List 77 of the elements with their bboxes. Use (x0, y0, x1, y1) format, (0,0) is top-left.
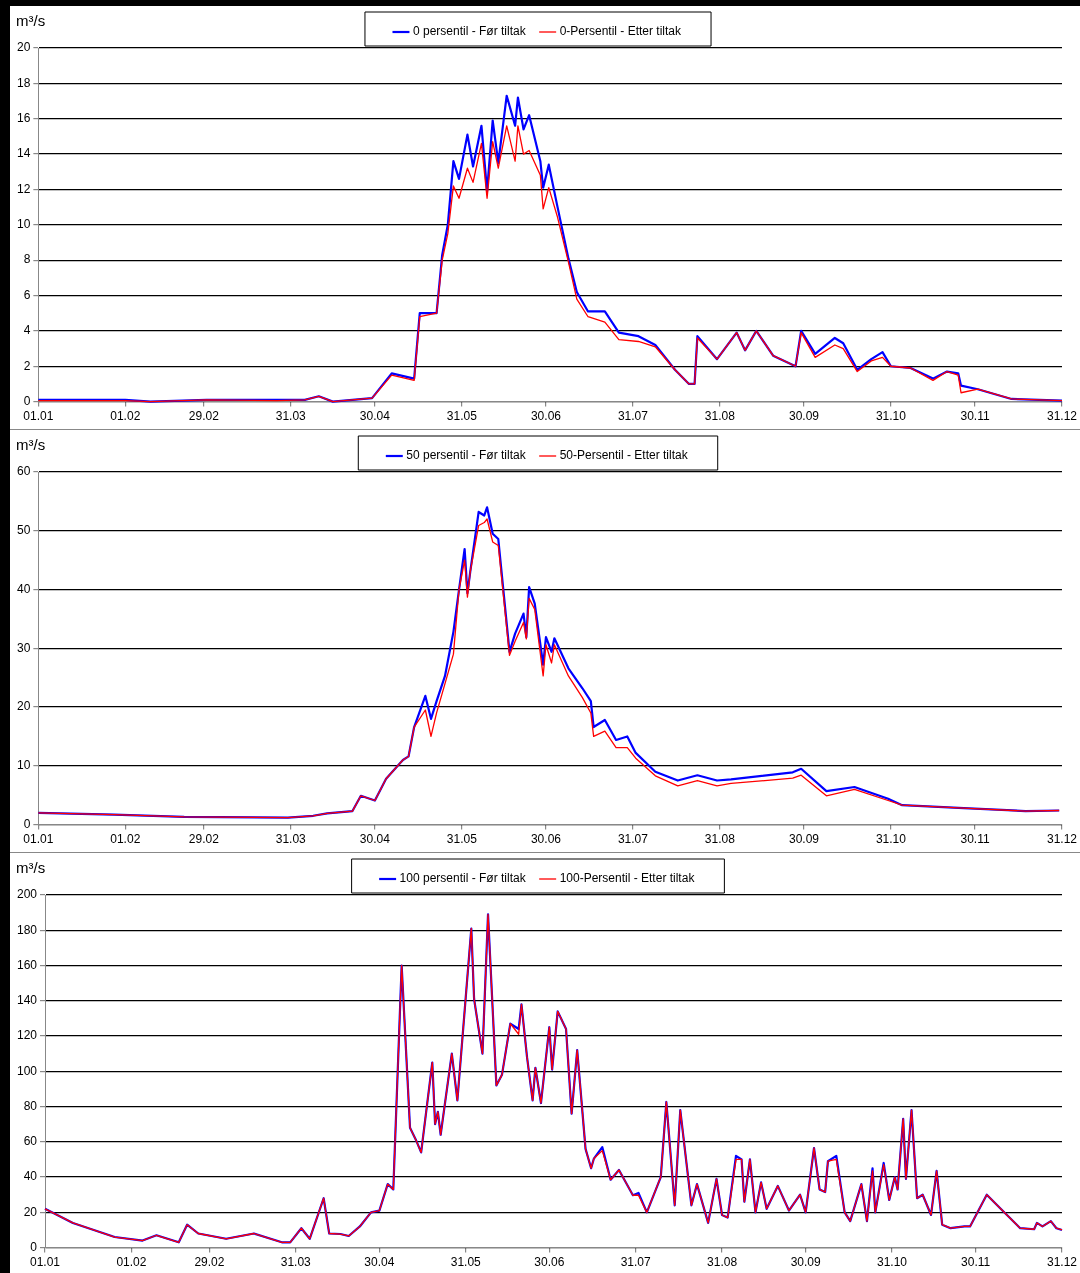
y-tick-label: 200 (16, 887, 38, 902)
y-tick-label: 18 (16, 75, 31, 90)
x-tick-label: 30.11 (960, 832, 990, 847)
x-tick-label: 29.02 (194, 1255, 225, 1270)
x-tick-label: 31.10 (875, 409, 907, 424)
y-tick-label: 14 (16, 146, 31, 161)
x-tick-label: 31.03 (275, 409, 307, 424)
legend-label: 0-Persentil - Etter tiltak (559, 24, 683, 39)
x-tick-label: 31.12 (1046, 409, 1078, 424)
y-tick-label: 20 (23, 1204, 38, 1219)
y-tick-label: 140 (16, 993, 38, 1008)
y-tick-label: 160 (16, 957, 38, 972)
y-tick-label: 12 (16, 181, 31, 196)
y-tick-label: 80 (23, 1098, 38, 1113)
y-tick-label: 0 (30, 1239, 38, 1254)
x-tick-label: 31.07 (617, 409, 649, 424)
legend-label: 0 persentil - Før tiltak (412, 24, 527, 39)
y-axis-title: m³/s (16, 858, 46, 876)
y-axis-title: m³/s (16, 435, 46, 453)
x-tick-label: 31.07 (620, 1255, 652, 1270)
legend-label: 100-Persentil - Etter tiltak (559, 871, 696, 886)
x-tick-label: 30.09 (790, 1255, 821, 1270)
legend-label: 50-Persentil - Etter tiltak (559, 448, 689, 463)
x-tick-label: 30.06 (530, 409, 562, 424)
x-tick-label: 31.12 (1046, 832, 1078, 847)
y-tick-label: 40 (16, 581, 31, 596)
x-tick-label: 30.09 (788, 409, 820, 424)
x-tick-label: 30.04 (359, 832, 391, 847)
legend-label: 50 persentil - Før tiltak (406, 448, 527, 463)
x-tick-label: 30.06 (530, 832, 562, 847)
x-tick-label: 31.03 (275, 832, 307, 847)
x-tick-label: 31.05 (446, 832, 478, 847)
x-tick-label: 01.01 (30, 1255, 61, 1270)
y-tick-label: 2 (23, 358, 31, 373)
y-tick-label: 6 (23, 287, 31, 302)
x-tick-label: 31.05 (446, 409, 478, 424)
y-tick-label: 60 (16, 464, 31, 479)
x-tick-label: 31.12 (1046, 1255, 1078, 1270)
y-tick-label: 8 (23, 252, 31, 267)
y-tick-label: 0 (23, 816, 31, 831)
y-tick-label: 60 (23, 1134, 38, 1149)
y-tick-label: 20 (16, 699, 31, 714)
x-tick-label: 31.08 (707, 1255, 738, 1270)
x-tick-label: 30.04 (364, 1255, 395, 1270)
x-tick-label: 31.08 (704, 832, 736, 847)
y-tick-label: 4 (23, 323, 31, 338)
y-tick-label: 40 (23, 1169, 38, 1184)
x-tick-label: 31.05 (450, 1255, 482, 1270)
y-tick-label: 50 (16, 523, 31, 538)
x-tick-label: 30.09 (788, 832, 820, 847)
x-tick-label: 31.10 (875, 832, 907, 847)
x-tick-label: 01.02 (110, 409, 141, 424)
x-tick-label: 31.03 (280, 1255, 312, 1270)
y-tick-label: 0 (23, 393, 31, 408)
x-tick-label: 31.07 (617, 832, 649, 847)
y-tick-label: 20 (16, 40, 31, 55)
y-tick-label: 30 (16, 640, 31, 655)
y-tick-label: 10 (16, 758, 31, 773)
x-tick-label: 31.08 (704, 409, 736, 424)
x-tick-label: 01.01 (23, 409, 54, 424)
x-tick-label: 01.02 (110, 832, 141, 847)
x-tick-label: 29.02 (188, 409, 220, 424)
x-tick-label: 30.06 (534, 1255, 565, 1270)
x-tick-label: 30.11 (960, 409, 990, 424)
y-tick-label: 10 (16, 217, 31, 232)
y-tick-label: 180 (16, 922, 38, 937)
y-tick-label: 100 (16, 1063, 38, 1078)
x-tick-label: 31.10 (877, 1255, 908, 1270)
y-tick-label: 120 (16, 1028, 38, 1043)
y-tick-label: 16 (16, 111, 31, 126)
legend-label: 100 persentil - Før tiltak (399, 871, 527, 886)
y-axis-title: m³/s (16, 11, 46, 29)
x-tick-label: 01.01 (23, 832, 54, 847)
x-tick-label: 30.11 (961, 1255, 991, 1270)
x-tick-label: 29.02 (188, 832, 220, 847)
x-tick-label: 01.02 (116, 1255, 147, 1270)
x-tick-label: 30.04 (359, 409, 391, 424)
